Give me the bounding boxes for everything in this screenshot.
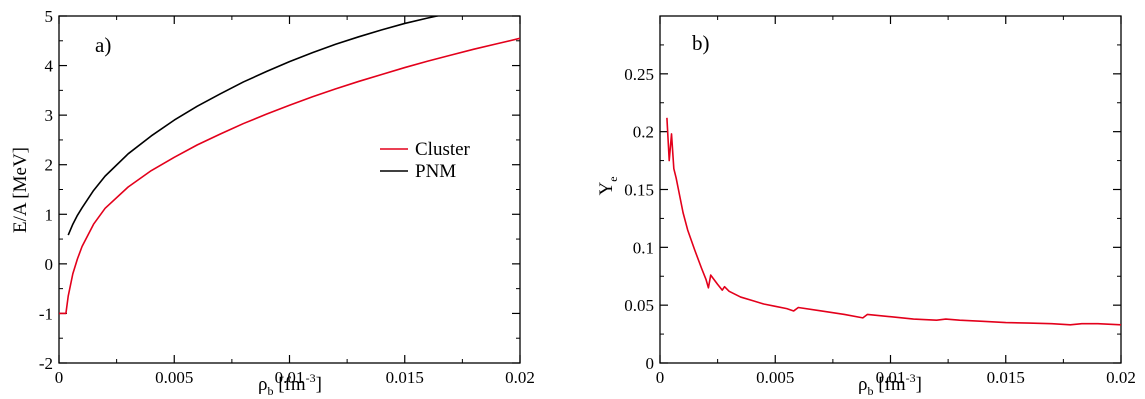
y-tick-label: 0 xyxy=(45,255,54,274)
y-tick-label: 3 xyxy=(45,106,54,125)
y-tick-label: 0.1 xyxy=(633,238,654,257)
y-tick-label: 4 xyxy=(45,57,54,76)
x-tick-label: 0 xyxy=(656,368,665,387)
panel-b: 0 0.005 0.01 0.015 0.02 0 0.05 0.1 0.15 0.2 0.25 b… xyxy=(596,15,1136,398)
series-line-ye xyxy=(666,117,1121,326)
legend: Cluster PNM xyxy=(380,139,471,182)
x-tick-label: 0.02 xyxy=(505,368,535,387)
series-line-pnm xyxy=(67,16,441,236)
y-tick-label: -2 xyxy=(39,354,53,373)
x-tick-label: 0.02 xyxy=(1106,368,1136,387)
x-tick-label: 0.005 xyxy=(155,368,193,387)
x-tick-label: 0.015 xyxy=(987,368,1025,387)
plot-frame-b xyxy=(659,15,1122,364)
panel-label-b: b) xyxy=(692,31,710,55)
y-tick-label: 0.25 xyxy=(624,65,654,84)
legend-label-pnm: PNM xyxy=(415,161,456,182)
y-axis-label-b: Ye xyxy=(596,176,620,195)
series-lines-b xyxy=(666,117,1121,326)
x-tick-label: 0.01 xyxy=(275,368,305,387)
x-tick-label: 0.01 xyxy=(876,368,906,387)
plot-frame-a xyxy=(58,15,521,364)
y-axis-label-a: E/A [MeV] xyxy=(10,147,31,233)
x-axis-label-b: ρb [fm-3] xyxy=(858,371,922,398)
legend-label-cluster: Cluster xyxy=(415,139,471,160)
y-tick-label: 0 xyxy=(646,354,655,373)
x-tick-label: 0.015 xyxy=(386,368,424,387)
x-axis-label-a: ρb [fm-3] xyxy=(258,371,322,398)
ticks-a: 0 0.005 0.01 0.015 0.02 -2 -1 0 1 2 3 4 5 xyxy=(39,7,535,387)
y-tick-label: 0.2 xyxy=(633,123,654,142)
y-tick-label: 5 xyxy=(45,7,54,26)
panel-label-a: a) xyxy=(95,33,111,57)
y-tick-label: 1 xyxy=(45,205,54,224)
y-tick-label: -1 xyxy=(39,304,53,323)
x-tick-label: 0.005 xyxy=(756,368,794,387)
y-tick-label: 0.05 xyxy=(624,296,654,315)
series-line-cluster xyxy=(59,37,520,315)
series-lines-a xyxy=(59,16,520,315)
y-tick-label: 2 xyxy=(45,156,54,175)
x-tick-label: 0 xyxy=(55,368,64,387)
y-tick-label: 0.15 xyxy=(624,181,654,200)
ticks-b: 0 0.005 0.01 0.015 0.02 0 0.05 0.1 0.15 0.2 0.25 xyxy=(624,16,1136,387)
panel-a: 0 0.005 0.01 0.015 0.02 -2 -1 0 1 2 3 4 5 a) Cluster… xyxy=(10,7,535,398)
